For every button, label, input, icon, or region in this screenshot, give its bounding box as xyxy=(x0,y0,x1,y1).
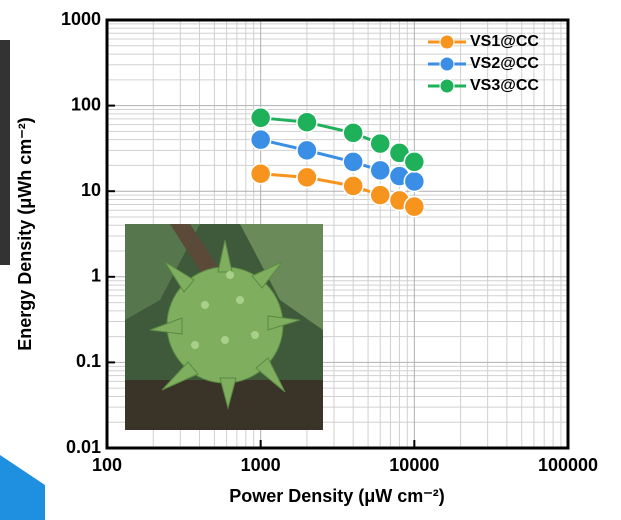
x-tick-label: 100000 xyxy=(538,455,598,475)
data-point xyxy=(403,151,426,173)
y-tick-label: 1000 xyxy=(61,9,101,29)
series-layer xyxy=(249,107,426,218)
y-tick-label: 10 xyxy=(81,180,101,200)
legend-label: VS3@CC xyxy=(470,77,539,94)
data-point xyxy=(369,159,391,182)
legend-marker xyxy=(439,56,455,72)
y-tick-label: 1 xyxy=(91,266,101,286)
data-point xyxy=(403,195,426,218)
data-point xyxy=(342,175,364,197)
y-tick-label: 0.01 xyxy=(66,437,101,457)
plot-frame xyxy=(105,18,570,450)
x-tick-label: 1000 xyxy=(241,455,281,475)
legend-label: VS2@CC xyxy=(470,55,539,72)
x-tick-label: 10000 xyxy=(389,455,439,475)
x-axis-label: Power Density (μW cm⁻²) xyxy=(229,486,445,506)
data-point xyxy=(342,122,364,144)
data-point xyxy=(249,107,272,129)
data-point xyxy=(296,166,318,189)
legend-marker xyxy=(439,78,455,94)
data-point xyxy=(249,162,272,185)
y-axis-label: Energy Density (μWh cm⁻²) xyxy=(15,117,35,351)
y-tick-label: 100 xyxy=(71,94,101,114)
data-point xyxy=(369,132,391,155)
data-point xyxy=(249,128,272,151)
edge-bar xyxy=(0,40,10,265)
data-point xyxy=(342,151,364,173)
grid xyxy=(106,19,569,449)
data-point xyxy=(296,139,318,162)
y-tick-label: 0.1 xyxy=(76,351,101,371)
legend-marker xyxy=(439,34,455,50)
legend-label: VS1@CC xyxy=(470,33,539,50)
data-point xyxy=(296,111,318,133)
x-tick-label: 100 xyxy=(92,455,122,475)
inset-photo xyxy=(125,224,323,430)
corner-arrow xyxy=(0,455,45,520)
data-point xyxy=(369,184,391,206)
data-point xyxy=(403,170,426,193)
